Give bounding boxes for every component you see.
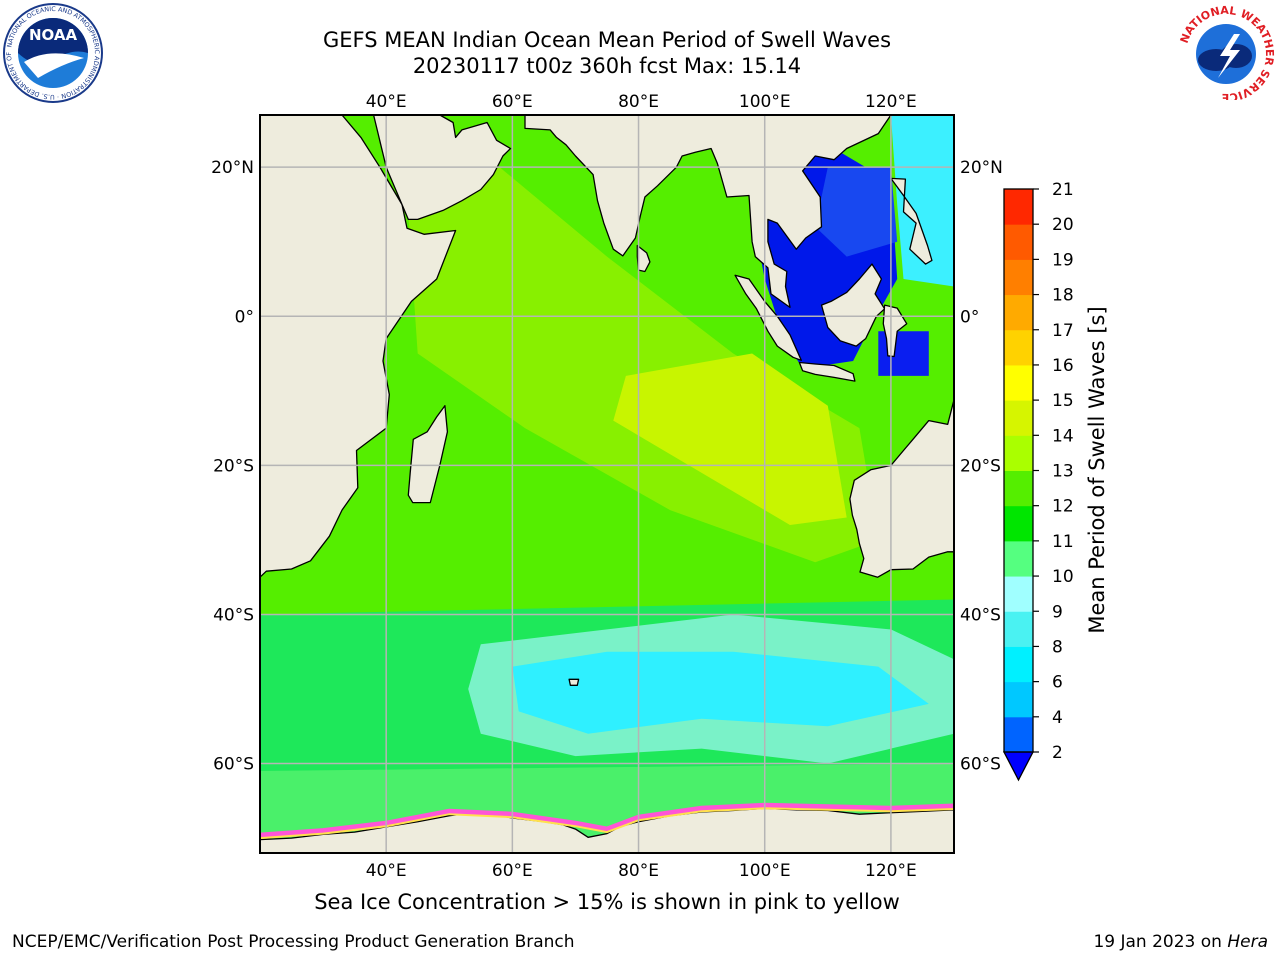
footer-credit: NCEP/EMC/Verification Post Processing Pr… — [12, 932, 575, 952]
colorbar-segment — [1004, 716, 1033, 753]
colorbar-tick-label: 14 — [1052, 426, 1074, 446]
lon-tick-bottom: 120°E — [865, 861, 917, 881]
lat-tick-right: 20°N — [960, 158, 1003, 178]
land-mass-8 — [882, 304, 908, 358]
lon-tick-bottom: 80°E — [618, 861, 659, 881]
lat-tick-right: 40°S — [960, 605, 1001, 625]
swell-field-1 — [613, 353, 847, 525]
colorbar-tick-label: 13 — [1052, 462, 1074, 482]
land-mass-11 — [259, 807, 955, 854]
lat-tick-left: 20°S — [213, 456, 254, 476]
footer-machine: Hera — [1227, 932, 1268, 952]
land-mass-5 — [734, 274, 802, 361]
colorbar-tick-label: 16 — [1052, 356, 1074, 376]
chart-subtitle: 20230117 t00z 360h fcst Max: 15.14 — [412, 54, 802, 78]
footer-date-text: 19 Jan 2023 on — [1093, 932, 1228, 952]
colorbar-tick-label: 17 — [1052, 321, 1074, 341]
colorbar-tick-label: 2 — [1052, 743, 1063, 763]
colorbar-segment — [1004, 189, 1033, 225]
colorbar-tick-label: 15 — [1052, 391, 1074, 411]
colorbar-segment — [1004, 400, 1033, 436]
lon-tick-bottom: 60°E — [492, 861, 533, 881]
land-mass-4 — [636, 244, 651, 273]
colorbar-segment — [1004, 259, 1033, 296]
colorbar-segment — [1004, 470, 1033, 507]
lon-tick-bottom: 40°E — [366, 861, 407, 881]
chart-title: GEFS MEAN Indian Ocean Mean Period of Sw… — [322, 28, 892, 52]
land-mass-9 — [890, 177, 933, 265]
swell-field-8 — [890, 115, 954, 287]
lon-tick-top: 80°E — [618, 92, 659, 112]
lon-tick-bottom: 100°E — [739, 861, 791, 881]
noaa-logo-text: NOAA — [29, 26, 78, 44]
colorbar-tick-label: 19 — [1052, 250, 1074, 270]
lon-tick-top: 100°E — [739, 92, 791, 112]
colorbar-tick-label: 9 — [1052, 602, 1063, 622]
land-mass-10 — [849, 399, 955, 578]
colorbar-tick-label: 6 — [1052, 673, 1063, 693]
colorbar-segment — [1004, 540, 1033, 577]
colorbar-tick-label: 20 — [1052, 215, 1074, 235]
swell-field-7 — [815, 167, 898, 257]
lat-tick-right: 20°S — [960, 456, 1001, 476]
colorbar-label: Mean Period of Swell Waves [s] — [1085, 306, 1109, 634]
colorbar-tick-label: 4 — [1052, 708, 1063, 728]
lon-tick-top: 40°E — [366, 92, 407, 112]
colorbar-segment — [1004, 329, 1033, 366]
land-mass-7 — [820, 263, 886, 347]
colorbar-tick-label: 21 — [1052, 180, 1074, 200]
colorbar-segment — [1004, 646, 1033, 683]
colorbar-segment — [1004, 224, 1033, 260]
land-mass-3 — [407, 405, 449, 504]
colorbar-segment — [1004, 294, 1033, 331]
lat-tick-left: 40°S — [213, 605, 254, 625]
colorbar-segment — [1004, 681, 1033, 718]
lat-tick-right: 0° — [960, 307, 979, 327]
lat-tick-left: 60°S — [213, 755, 254, 775]
colorbar-tick-label: 10 — [1052, 567, 1074, 587]
land-mass-6 — [798, 361, 856, 382]
footer-date: 19 Jan 2023 on Hera — [1093, 932, 1268, 952]
lat-tick-right: 60°S — [960, 755, 1001, 775]
colorbar-tick-label: 8 — [1052, 637, 1063, 657]
colorbar-tick-label: 18 — [1052, 286, 1074, 306]
swell-field-4 — [512, 651, 929, 734]
map-frame — [259, 114, 955, 854]
lon-tick-top: 120°E — [865, 92, 917, 112]
lat-tick-left: 0° — [235, 307, 254, 327]
colorbar-segment — [1004, 611, 1033, 647]
colorbar-under-arrow — [1002, 751, 1035, 782]
noaa-logo: NATIONAL OCEANIC AND ATMOSPHERIC ADMINIS… — [2, 2, 103, 103]
sea-ice-note: Sea Ice Concentration > 15% is shown in … — [314, 890, 900, 914]
colorbar-tick-label: 12 — [1052, 497, 1074, 517]
lat-tick-left: 20°N — [211, 158, 254, 178]
lon-tick-top: 60°E — [492, 92, 533, 112]
colorbar-tick-label: 11 — [1052, 532, 1074, 552]
nws-logo: NATIONAL WEATHER SERVICE — [1178, 4, 1276, 100]
colorbar-segment — [1004, 364, 1033, 401]
colorbar-segment — [1004, 576, 1033, 612]
colorbar-segment — [1004, 505, 1033, 542]
colorbar-segment — [1004, 435, 1033, 471]
land-mass-2 — [524, 114, 892, 308]
land-mass-12 — [568, 678, 580, 686]
